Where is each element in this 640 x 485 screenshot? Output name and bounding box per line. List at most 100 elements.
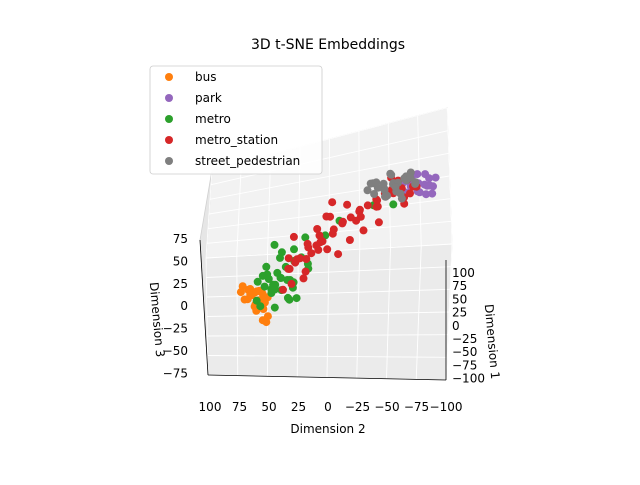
z-axis-label: Dimension 3 <box>147 282 168 358</box>
data-point-metro_station <box>372 202 381 211</box>
data-point-metro <box>290 245 298 254</box>
data-point-metro_station <box>363 201 372 210</box>
back-grid-line <box>210 130 448 186</box>
legend-frame <box>149 65 323 175</box>
axes <box>199 239 447 381</box>
legend-marker-metro_station <box>165 136 173 144</box>
z-tick-label: 0 <box>180 299 188 313</box>
data-point-metro_station <box>352 216 361 225</box>
data-point-metro_station <box>313 225 322 233</box>
y-axis-label: Dimension 2 <box>290 422 365 436</box>
y-tick-label: 25 <box>291 400 306 414</box>
legend-marker-street_pedestrian <box>165 157 173 165</box>
data-point-metro <box>276 273 285 282</box>
data-point-street_pedestrian <box>370 190 379 198</box>
data-point-metro <box>258 271 267 280</box>
legend-label-metro_station: metro_station <box>195 133 278 147</box>
data-point-metro_station <box>328 229 337 238</box>
data-point-bus <box>236 288 245 297</box>
x-tick-label: 50 <box>452 292 467 306</box>
data-point-metro_station <box>303 239 312 248</box>
data-point-metro_station <box>284 254 293 263</box>
x-tick-label: −75 <box>452 358 477 372</box>
data-point-park <box>428 189 437 198</box>
data-point-street_pedestrian <box>379 179 388 188</box>
data-point-metro_station <box>301 267 310 276</box>
floor-grid-line <box>206 311 450 317</box>
data-point-metro <box>277 248 286 257</box>
legend-marker-park <box>165 94 173 102</box>
data-point-metro_station <box>343 200 352 209</box>
data-point-metro_station <box>355 205 364 214</box>
data-point-metro_station <box>373 196 382 205</box>
data-point-metro <box>253 277 262 286</box>
y-axis-line <box>207 374 447 381</box>
data-point-metro_station <box>315 231 324 240</box>
x-tick-label: 25 <box>452 306 467 320</box>
data-point-street_pedestrian <box>381 192 389 201</box>
data-point-metro_station <box>289 232 298 241</box>
data-point-metro <box>283 293 292 302</box>
back-grid-line <box>209 152 449 200</box>
z-axis-line <box>199 239 209 376</box>
legend: bus park metro metro_station street_pedestri… <box>149 65 323 175</box>
y-tick-label: 0 <box>324 400 332 414</box>
data-point-metro_station <box>345 236 354 244</box>
z-tick-label: 75 <box>173 232 188 246</box>
z-tick-label: −75 <box>163 366 188 380</box>
data-point-metro <box>389 200 398 209</box>
data-point-metro_station <box>299 274 308 283</box>
data-point-street_pedestrian <box>411 178 420 187</box>
data-point-metro_station <box>322 212 331 221</box>
floor-grid-line <box>206 266 452 278</box>
data-point-metro_station <box>374 218 383 227</box>
legend-items: bus park metro metro_station street_pedestri… <box>165 70 300 168</box>
data-point-park <box>425 174 434 183</box>
data-point-metro_station <box>312 241 321 250</box>
data-point-metro <box>301 233 310 242</box>
data-point-street_pedestrian <box>386 169 395 178</box>
data-point-metro_station <box>287 279 296 288</box>
legend-label-park: park <box>195 91 222 105</box>
legend-label-street_pedestrian: street_pedestrian <box>195 154 300 168</box>
x-tick-label: −100 <box>452 372 485 386</box>
data-point-metro_station <box>359 226 368 235</box>
data-point-bus <box>252 287 261 296</box>
data-point-metro_station <box>328 198 337 207</box>
y-tick-label: −25 <box>345 400 370 414</box>
data-point-metro_station <box>334 250 343 259</box>
data-point-bus <box>262 318 271 327</box>
data-point-metro_station <box>307 249 316 258</box>
data-point-metro_station <box>406 189 414 198</box>
data-point-metro <box>270 240 279 249</box>
z-tick-label: 50 <box>173 254 188 268</box>
x-tick-label: 0 <box>452 319 460 333</box>
z-tick-label: −50 <box>163 344 188 358</box>
data-point-metro <box>262 262 271 271</box>
data-point-street_pedestrian <box>406 173 415 182</box>
x-axis-label: Dimension 1 <box>482 304 503 380</box>
x-tick-label: 75 <box>452 279 467 293</box>
data-point-metro_station <box>279 285 287 294</box>
data-point-street_pedestrian <box>391 183 400 191</box>
data-point-metro <box>292 294 301 303</box>
y-tick-label: 100 <box>199 400 222 414</box>
y-tick-label: −100 <box>430 400 463 414</box>
data-point-metro_station <box>323 245 332 254</box>
data-point-metro_station <box>296 254 304 263</box>
data-point-metro_station <box>302 255 311 263</box>
data-point-bus <box>240 295 249 304</box>
y-tick-label: −50 <box>374 400 399 414</box>
x-tick-label: −50 <box>452 345 477 359</box>
data-point-street_pedestrian <box>397 194 406 203</box>
y-tick-label: 75 <box>232 400 247 414</box>
floor-grid-line <box>207 334 449 337</box>
data-point-park <box>429 182 437 191</box>
data-point-metro_station <box>284 264 293 273</box>
data-point-metro_station <box>338 217 347 226</box>
legend-label-metro: metro <box>195 112 231 126</box>
data-point-metro <box>270 303 279 312</box>
data-point-metro <box>269 280 278 289</box>
